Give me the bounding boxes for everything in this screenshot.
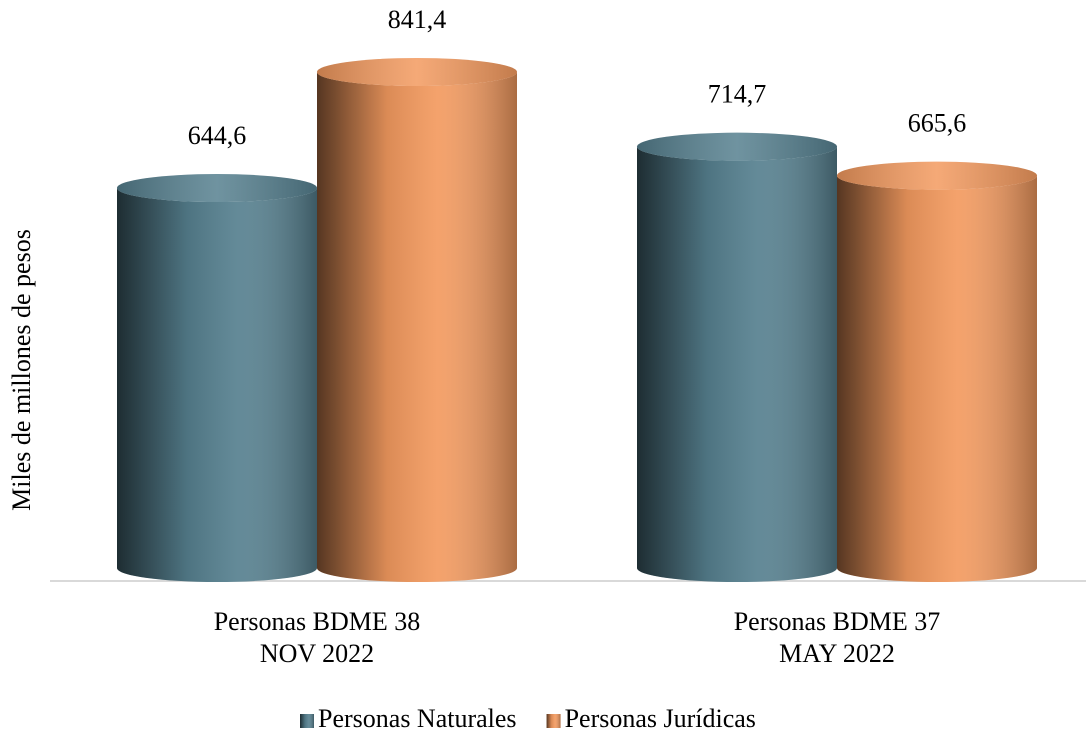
- value-label: 644,6: [188, 121, 247, 150]
- bar-shade: [317, 71, 517, 583]
- bar-shade: [837, 175, 1037, 583]
- value-label: 665,6: [908, 109, 967, 138]
- bar-top-shade: [317, 57, 517, 86]
- x-tick-label: Personas BDME 37 MAY 2022: [733, 607, 941, 668]
- legend-swatch-shade: [546, 714, 561, 728]
- legend-swatch-shade: [300, 714, 314, 728]
- bar-top-shade: [837, 161, 1037, 190]
- bar-shade: [117, 188, 317, 582]
- legend-label: Personas Jurídicas: [565, 704, 756, 733]
- bar-top-shade: [117, 174, 317, 203]
- value-label: 841,4: [388, 5, 447, 34]
- legend-label: Personas Naturales: [318, 704, 517, 733]
- bar-shade: [637, 146, 837, 582]
- bar-top-shade: [637, 132, 837, 161]
- value-label: 714,7: [708, 80, 767, 109]
- y-axis-label: Miles de millones de pesos: [7, 229, 36, 511]
- x-tick-label: Personas BDME 38 NOV 2022: [213, 607, 421, 668]
